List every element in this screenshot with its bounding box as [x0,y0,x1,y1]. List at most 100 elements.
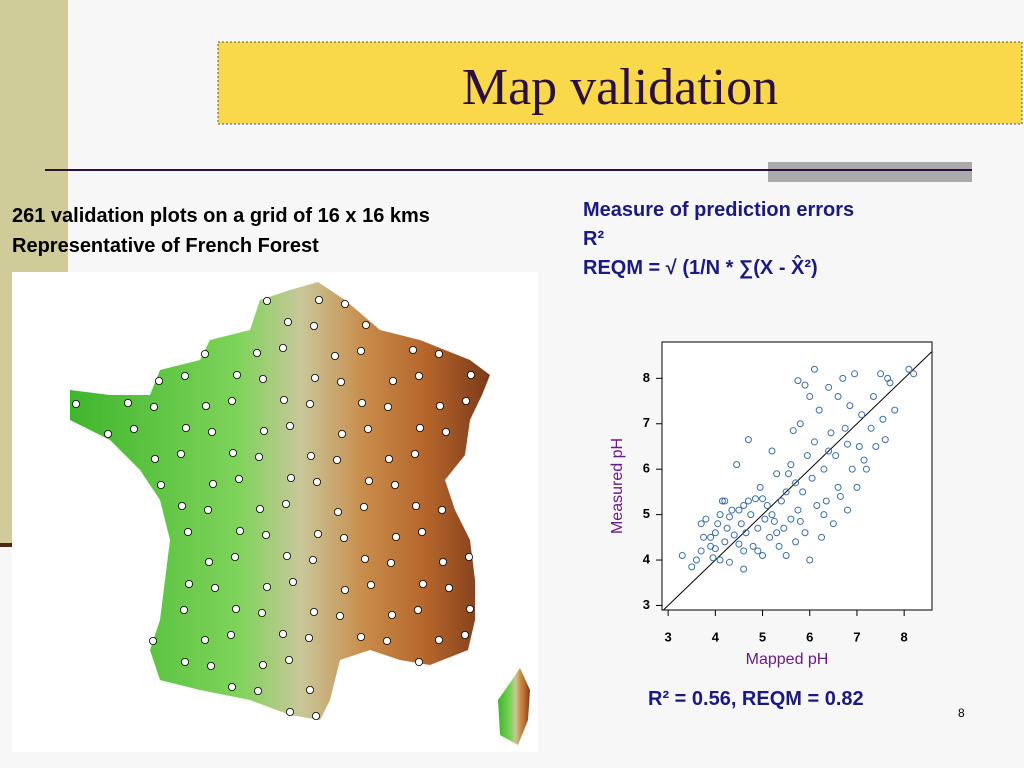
plot-dot [356,346,365,355]
point [707,533,715,541]
point [886,379,894,387]
point [777,497,785,505]
plot-dot [253,687,262,696]
point [877,370,885,378]
plot-dot [304,634,313,643]
point [787,515,795,523]
point [716,556,724,564]
point [789,427,797,435]
plot-dot [414,658,423,667]
y-tick-label: 3 [643,597,650,612]
slide-title: Map validation [462,59,778,116]
plot-dot [150,454,159,463]
plot-dot [306,451,315,460]
point [756,483,764,491]
plot-dot [283,317,292,326]
point [700,533,708,541]
x-tick-label: 6 [806,629,813,644]
point [810,365,818,373]
y-tick-label: 7 [643,415,650,430]
point [822,497,830,505]
plot-dot [231,605,240,614]
plot-dot [333,507,342,516]
plot-dot [434,636,443,645]
plot-dot [418,580,427,589]
plot-dot [206,662,215,671]
plot-dot [180,371,189,380]
plot-dot [308,556,317,565]
plot-dot [148,637,157,646]
plot-dot [278,630,287,639]
plot-dot [180,658,189,667]
plot-dot [386,559,395,568]
x-tick-label: 8 [901,629,908,644]
plot-dot [410,449,419,458]
point [834,483,842,491]
point [836,492,844,500]
x-tick-label: 4 [712,629,720,644]
point [711,545,719,553]
plot-dot [258,374,267,383]
plot-dot [314,295,323,304]
point [825,447,833,455]
point [780,524,788,532]
point [711,529,719,537]
title-box [217,41,1023,125]
point [858,411,866,419]
point [768,447,776,455]
point [862,465,870,473]
page-number: 8 [958,706,965,720]
plot-dot [384,454,393,463]
point [801,381,809,389]
plot-dot [257,609,266,618]
plot-dot [364,476,373,485]
plot-dot [340,586,349,595]
point [820,511,828,519]
plot-dot [232,370,241,379]
plot-dot [230,553,239,562]
plot-dot [441,427,450,436]
point [867,424,875,432]
point [754,524,762,532]
plot-dot [466,370,475,379]
point [860,456,868,464]
plot-dot [281,499,290,508]
point [844,506,852,514]
point [735,540,743,548]
plot-dot [311,712,320,721]
left-text: Representative of French Forest [12,235,319,257]
plot-dot [391,533,400,542]
plot-dot [124,398,133,407]
point [728,506,736,514]
point [768,511,776,519]
point [735,506,743,514]
plot-dot [312,477,321,486]
y-tick-label: 6 [643,461,650,476]
plot-dot [203,505,212,514]
point [678,551,686,559]
point [744,497,752,505]
point [855,442,863,450]
y-tick-label: 4 [643,551,651,566]
point [808,474,816,482]
point [910,370,918,378]
point [820,465,828,473]
plot-dot [156,480,165,489]
plot-dot [434,349,443,358]
right-text: R² [583,228,604,250]
plot-dot [390,480,399,489]
point [730,531,738,539]
plot-dot [464,553,473,562]
point [829,520,837,528]
point [803,452,811,460]
plot-dot [417,528,426,537]
plot-dot [227,683,236,692]
point [775,542,783,550]
point [697,547,705,555]
point [742,529,750,537]
point [709,554,717,562]
point [759,551,767,559]
point [810,438,818,446]
plot-dot [207,427,216,436]
right-text: Measure of prediction errors [583,199,854,221]
